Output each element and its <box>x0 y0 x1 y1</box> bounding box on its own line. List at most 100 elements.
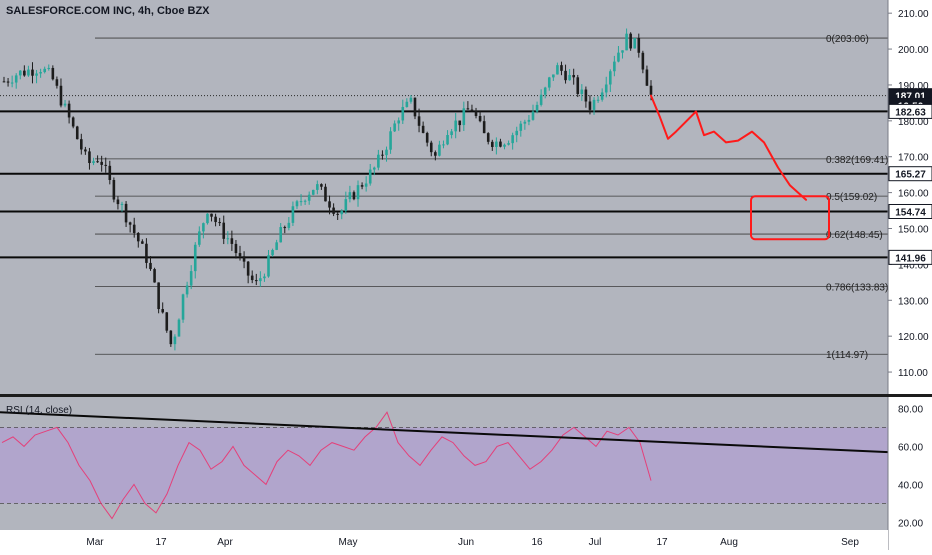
candle[interactable] <box>92 157 95 166</box>
candle[interactable] <box>181 293 185 323</box>
candle[interactable] <box>438 140 441 157</box>
candle[interactable] <box>515 126 519 143</box>
candle[interactable] <box>80 133 83 155</box>
candle[interactable] <box>401 99 405 124</box>
candle[interactable] <box>43 66 46 74</box>
candle[interactable] <box>474 107 478 119</box>
candle[interactable] <box>254 273 258 286</box>
candle[interactable] <box>67 100 71 124</box>
candle[interactable] <box>356 180 360 207</box>
projection-path[interactable] <box>650 94 807 201</box>
candle[interactable] <box>84 146 87 155</box>
candle[interactable] <box>454 112 457 139</box>
candle[interactable] <box>381 150 384 160</box>
candle[interactable] <box>120 201 124 212</box>
candle[interactable] <box>47 64 51 71</box>
candle[interactable] <box>393 120 396 132</box>
candle[interactable] <box>39 68 42 78</box>
candle[interactable] <box>27 65 30 77</box>
candle[interactable] <box>352 190 356 201</box>
candle[interactable] <box>609 69 612 92</box>
candle[interactable] <box>157 282 160 314</box>
candle[interactable] <box>568 68 571 81</box>
candle[interactable] <box>372 166 376 176</box>
candle[interactable] <box>580 84 584 101</box>
candle[interactable] <box>413 97 417 120</box>
candle[interactable] <box>59 78 63 108</box>
candle[interactable] <box>625 28 628 51</box>
candle[interactable] <box>499 138 502 148</box>
candle[interactable] <box>287 217 291 231</box>
candle[interactable] <box>613 55 616 77</box>
candle[interactable] <box>116 196 120 210</box>
candle[interactable] <box>75 125 79 140</box>
candle[interactable] <box>210 213 213 222</box>
candle[interactable] <box>572 68 575 85</box>
candle[interactable] <box>320 183 323 190</box>
candle[interactable] <box>478 111 482 123</box>
candle[interactable] <box>291 201 295 226</box>
candle[interactable] <box>267 249 270 278</box>
candle[interactable] <box>153 267 156 283</box>
candle[interactable] <box>588 95 592 115</box>
candle[interactable] <box>348 185 352 203</box>
candle[interactable] <box>596 96 600 103</box>
candle[interactable] <box>149 256 152 271</box>
target-zone-box[interactable] <box>750 195 830 241</box>
candle[interactable] <box>206 213 209 225</box>
candle[interactable] <box>527 115 531 126</box>
candle[interactable] <box>641 50 645 74</box>
candle[interactable] <box>466 101 470 110</box>
candle[interactable] <box>161 302 164 314</box>
candle[interactable] <box>564 64 567 84</box>
candle[interactable] <box>311 189 315 196</box>
candle[interactable] <box>303 199 307 205</box>
candle[interactable] <box>621 50 624 59</box>
candle[interactable] <box>324 183 327 202</box>
candle[interactable] <box>429 140 433 157</box>
candle[interactable] <box>446 130 449 146</box>
candle[interactable] <box>234 240 238 259</box>
candle[interactable] <box>523 119 527 130</box>
candle[interactable] <box>132 217 136 238</box>
candle[interactable] <box>275 239 278 251</box>
candle[interactable] <box>495 137 498 155</box>
candle[interactable] <box>629 32 632 51</box>
candle[interactable] <box>104 157 108 173</box>
candle[interactable] <box>560 61 563 76</box>
candle[interactable] <box>507 140 510 146</box>
candle[interactable] <box>51 65 55 81</box>
candle[interactable] <box>55 76 59 89</box>
candle[interactable] <box>71 116 75 129</box>
candle[interactable] <box>10 75 14 88</box>
candle[interactable] <box>259 271 262 287</box>
candle[interactable] <box>242 251 246 269</box>
candle[interactable] <box>584 86 588 108</box>
candle[interactable] <box>539 89 543 107</box>
candle[interactable] <box>645 65 649 86</box>
candle[interactable] <box>283 225 287 234</box>
candle[interactable] <box>226 231 230 245</box>
candle[interactable] <box>193 242 197 279</box>
candle[interactable] <box>617 46 620 63</box>
candle[interactable] <box>364 176 368 192</box>
candle[interactable] <box>246 261 250 284</box>
candle[interactable] <box>450 128 453 139</box>
candle[interactable] <box>222 215 226 245</box>
candle[interactable] <box>637 33 641 58</box>
candle[interactable] <box>600 88 604 102</box>
candle[interactable] <box>491 139 494 151</box>
candle[interactable] <box>519 120 523 137</box>
candle[interactable] <box>271 248 274 257</box>
candle[interactable] <box>389 127 392 154</box>
candle[interactable] <box>112 177 116 203</box>
candle[interactable] <box>173 334 177 351</box>
candle[interactable] <box>18 70 22 80</box>
candle[interactable] <box>425 131 429 147</box>
candle[interactable] <box>136 232 140 248</box>
candle[interactable] <box>279 222 283 243</box>
candle[interactable] <box>295 199 299 209</box>
candle[interactable] <box>6 78 10 87</box>
candle[interactable] <box>385 146 388 162</box>
